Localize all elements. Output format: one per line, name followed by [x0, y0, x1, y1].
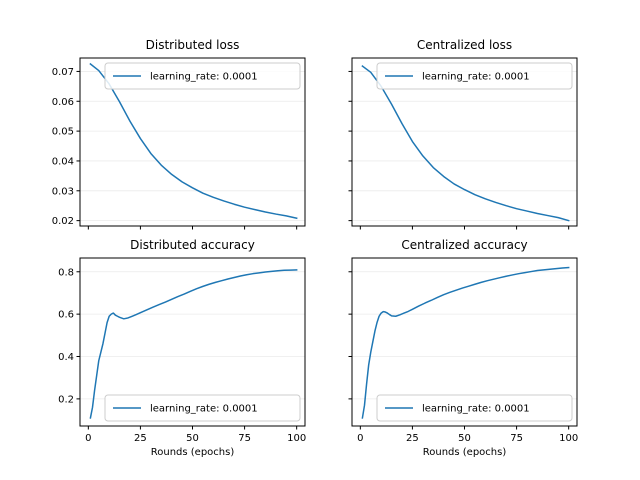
centralized-loss-legend-label: learning_rate: 0.0001	[422, 72, 530, 83]
centralized-accuracy-title: Centralized accuracy	[401, 238, 527, 252]
distributed-accuracy-ytick-label: 0.8	[58, 267, 74, 278]
distributed-accuracy-series-line	[89, 269, 298, 419]
centralized-accuracy-series-line	[361, 266, 570, 419]
centralized-accuracy-xtick-label: 50	[458, 433, 471, 444]
distributed-accuracy-panel: 0.2 0.4 0.6 0.8 0 25 50 75 100 Distributed accura…	[58, 238, 306, 458]
distributed-loss-ytick-label: 0.04	[52, 157, 74, 168]
distributed-loss-ytick-label: 0.02	[52, 216, 74, 227]
distributed-loss-panel: 0.02 0.03 0.04 0.05 0.06 0.07 Distributed loss…	[52, 38, 306, 230]
distributed-accuracy-ytick-label: 0.4	[58, 352, 74, 363]
distributed-accuracy-xlabel: Rounds (epochs)	[151, 447, 235, 458]
distributed-accuracy-xtick-label: 50	[186, 433, 199, 444]
centralized-accuracy-xtick-label: 25	[406, 433, 419, 444]
distributed-accuracy-ytick-label: 0.6	[58, 310, 74, 321]
distributed-accuracy-legend: learning_rate: 0.0001	[104, 394, 301, 422]
distributed-loss-legend-box	[104, 62, 301, 90]
distributed-accuracy-xtick-label: 0	[85, 433, 91, 444]
distributed-accuracy-xtick-label: 75	[238, 433, 251, 444]
centralized-loss-legend-box	[376, 62, 573, 90]
distributed-accuracy-ytick-label: 0.2	[58, 394, 74, 405]
centralized-loss-title: Centralized loss	[417, 38, 512, 52]
distributed-accuracy-title: Distributed accuracy	[130, 238, 255, 252]
distributed-accuracy-xtick-label: 25	[134, 433, 147, 444]
centralized-accuracy-xtick-label: 0	[357, 433, 363, 444]
distributed-loss-ytick-label: 0.06	[52, 97, 74, 108]
distributed-accuracy-legend-box	[104, 394, 301, 422]
distributed-loss-legend: learning_rate: 0.0001	[104, 62, 301, 90]
centralized-accuracy-legend: learning_rate: 0.0001	[376, 394, 573, 422]
distributed-accuracy-xtick-label: 100	[287, 433, 306, 444]
centralized-loss-panel: Centralized loss learning_rate: 0.0001	[348, 38, 578, 230]
distributed-loss-title: Distributed loss	[146, 38, 240, 52]
distributed-loss-ytick-label: 0.07	[52, 67, 74, 78]
centralized-loss-series-line	[361, 65, 570, 222]
distributed-loss-series-line	[89, 62, 298, 220]
distributed-loss-ytick-label: 0.05	[52, 127, 74, 138]
centralized-accuracy-xtick-label: 75	[510, 433, 523, 444]
centralized-accuracy-xlabel: Rounds (epochs)	[423, 447, 507, 458]
centralized-loss-legend: learning_rate: 0.0001	[376, 62, 573, 90]
distributed-loss-legend-label: learning_rate: 0.0001	[150, 72, 258, 83]
distributed-loss-ytick-label: 0.03	[52, 186, 74, 197]
centralized-accuracy-legend-label: learning_rate: 0.0001	[422, 404, 530, 415]
centralized-accuracy-xtick-label: 100	[559, 433, 578, 444]
centralized-accuracy-panel: 0 25 50 75 100 Centralized accuracy Rounds (ep…	[348, 238, 578, 458]
distributed-accuracy-legend-label: learning_rate: 0.0001	[150, 404, 258, 415]
centralized-accuracy-legend-box	[376, 394, 573, 422]
